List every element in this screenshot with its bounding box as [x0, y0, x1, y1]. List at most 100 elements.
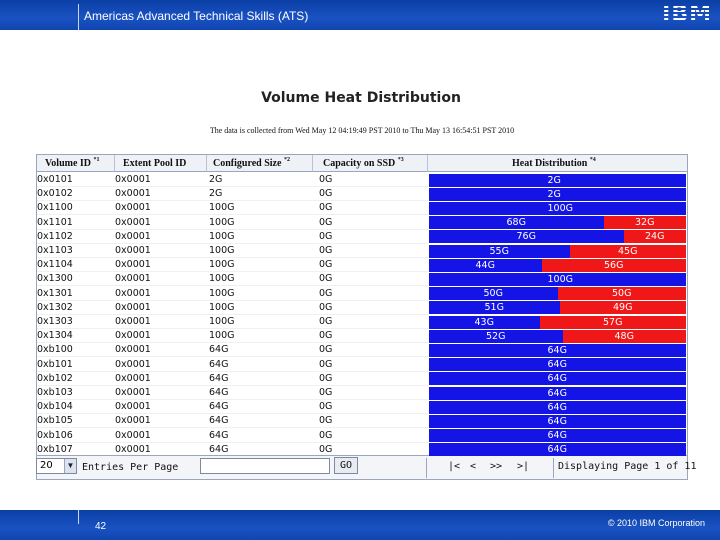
- cell-volume-id: 0xb102: [37, 372, 115, 386]
- heat-distribution-bar: 64G: [429, 343, 686, 357]
- chevron-down-icon[interactable]: ▼: [64, 459, 76, 473]
- cell-volume-id: 0x1303: [37, 315, 115, 329]
- heat-distribution-bar: 64G: [429, 358, 686, 372]
- cold-extents-label: 52G: [486, 330, 506, 342]
- page-number-input[interactable]: [200, 458, 330, 474]
- cold-extents-segment: [429, 315, 540, 329]
- cell-capacity-on-ssd: 0G: [313, 272, 428, 287]
- previous-page-button[interactable]: <: [470, 461, 477, 472]
- page-title-text: Volume Heat Distribution: [261, 90, 461, 106]
- last-page-button[interactable]: >|: [517, 461, 530, 472]
- cell-extent-pool-id: 0x0001: [115, 230, 207, 244]
- cell-capacity-on-ssd: 0G: [313, 287, 428, 301]
- cell-configured-size: 100G: [207, 230, 313, 244]
- page-title: Volume Heat Distribution: [0, 90, 720, 106]
- hot-extents-label: 45G: [618, 245, 638, 257]
- entries-per-page-label: Entries Per Page: [82, 462, 179, 473]
- column-header-note: *3: [397, 157, 404, 163]
- hot-extents-segment: [624, 230, 686, 244]
- cold-extents-segment: [429, 429, 686, 443]
- cell-extent-pool-id: 0x0001: [115, 358, 207, 372]
- cell-configured-size: 2G: [207, 173, 313, 187]
- cell-configured-size: 64G: [207, 443, 313, 457]
- heat-distribution-bar: 55G 45G: [429, 244, 686, 258]
- cold-extents-segment: [429, 230, 624, 244]
- cell-configured-size: 100G: [207, 244, 313, 258]
- cell-extent-pool-id: 0x0001: [115, 173, 207, 187]
- cell-extent-pool-id: 0x0001: [115, 329, 207, 344]
- column-header-label: Volume ID: [45, 158, 92, 169]
- cell-capacity-on-ssd: 0G: [313, 173, 428, 187]
- cell-extent-pool-id: 0x0001: [115, 429, 207, 443]
- hot-extents-segment: [563, 329, 686, 343]
- cell-volume-id: 0x1300: [37, 272, 115, 287]
- heat-distribution-bar: 64G: [429, 443, 686, 457]
- cold-extents-label: 2G: [547, 188, 561, 200]
- heat-distribution-bar: 43G 57G: [429, 315, 686, 329]
- cell-capacity-on-ssd: 0G: [313, 400, 428, 415]
- cell-volume-id: 0x1104: [37, 258, 115, 273]
- cell-volume-id: 0xb106: [37, 429, 115, 443]
- column-header-note: *1: [93, 157, 100, 163]
- cold-extents-segment: [429, 400, 686, 414]
- cold-extents-segment: [429, 258, 542, 272]
- hot-extents-segment: [560, 301, 686, 315]
- header-divider: [78, 4, 79, 30]
- cell-configured-size: 100G: [207, 287, 313, 301]
- cold-extents-segment: [429, 187, 686, 201]
- column-header-note: *2: [283, 157, 290, 163]
- heat-distribution-bar: 64G: [429, 414, 686, 428]
- cell-volume-id: 0xb104: [37, 400, 115, 415]
- cell-volume-id: 0x0101: [37, 173, 115, 187]
- cell-capacity-on-ssd: 0G: [313, 386, 428, 400]
- cold-extents-label: 43G: [474, 316, 494, 328]
- column-header-configured-size[interactable]: Configured Size *2: [207, 155, 313, 172]
- cold-extents-label: 55G: [489, 245, 509, 257]
- cell-volume-id: 0x1301: [37, 287, 115, 301]
- hot-extents-segment: [558, 287, 686, 301]
- cold-extents-segment: [429, 343, 686, 357]
- cold-extents-label: 64G: [547, 359, 567, 371]
- cell-extent-pool-id: 0x0001: [115, 400, 207, 415]
- pager-divider: [426, 458, 427, 478]
- cold-extents-segment: [429, 216, 604, 230]
- column-header-extent-pool-id[interactable]: Extent Pool ID: [115, 155, 207, 172]
- cold-extents-segment: [429, 244, 570, 258]
- cell-volume-id: 0xb103: [37, 386, 115, 400]
- cold-extents-label: 76G: [516, 231, 536, 243]
- cell-capacity-on-ssd: 0G: [313, 201, 428, 216]
- cell-extent-pool-id: 0x0001: [115, 372, 207, 386]
- copyright-text: © 2010 IBM Corporation: [607, 518, 705, 528]
- column-header-capacity-on-ssd[interactable]: Capacity on SSD *3: [313, 155, 428, 172]
- cell-extent-pool-id: 0x0001: [115, 343, 207, 358]
- column-header-volume-id[interactable]: Volume ID *1: [37, 155, 115, 172]
- cell-volume-id: 0xb100: [37, 343, 115, 358]
- heat-distribution-bar: 76G 24G: [429, 230, 686, 244]
- cold-extents-segment: [429, 386, 686, 400]
- cold-extents-segment: [429, 287, 558, 301]
- cell-configured-size: 64G: [207, 400, 313, 415]
- first-page-button[interactable]: |<: [448, 461, 461, 472]
- cold-extents-label: 51G: [484, 302, 504, 314]
- cell-configured-size: 64G: [207, 386, 313, 400]
- cell-configured-size: 64G: [207, 358, 313, 372]
- hot-extents-label: 49G: [613, 302, 633, 314]
- cell-capacity-on-ssd: 0G: [313, 301, 428, 315]
- collection-period-text: The data is collected from Wed May 12 04…: [209, 126, 515, 135]
- go-button[interactable]: GO: [334, 457, 358, 474]
- cell-capacity-on-ssd: 0G: [313, 258, 428, 273]
- header-band: [0, 0, 720, 30]
- cell-volume-id: 0xb107: [37, 443, 115, 457]
- cell-extent-pool-id: 0x0001: [115, 386, 207, 400]
- cold-extents-segment: [429, 301, 560, 315]
- cell-extent-pool-id: 0x0001: [115, 414, 207, 429]
- heat-distribution-bar: 2G: [429, 173, 686, 187]
- cell-capacity-on-ssd: 0G: [313, 429, 428, 443]
- column-header-heat-distribution[interactable]: Heat Distribution *4: [428, 155, 687, 172]
- cell-configured-size: 100G: [207, 329, 313, 344]
- next-page-button[interactable]: >>: [490, 461, 503, 472]
- cold-extents-segment: [429, 372, 686, 386]
- cell-capacity-on-ssd: 0G: [313, 329, 428, 344]
- heat-distribution-bar: 64G: [429, 372, 686, 386]
- ibm-logo: IBM: [662, 2, 712, 27]
